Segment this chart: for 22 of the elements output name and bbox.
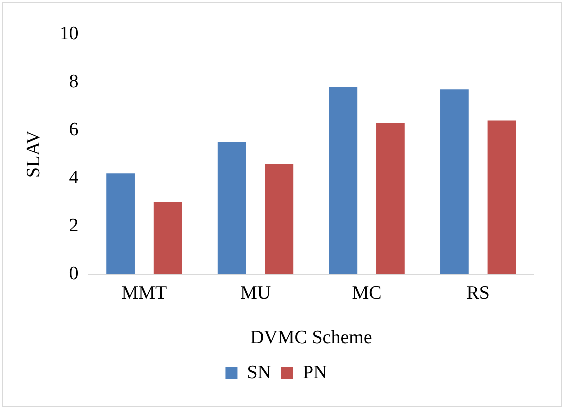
y-tick-label: 6	[69, 119, 79, 140]
bar	[376, 123, 405, 274]
bar	[440, 90, 469, 274]
bar	[488, 120, 516, 274]
y-tick-label: 2	[69, 215, 79, 236]
x-tick-label: MU	[240, 282, 272, 304]
y-tick-label: 10	[60, 23, 79, 44]
y-tick-label: 0	[69, 263, 79, 284]
bar	[218, 142, 246, 274]
legend-label: PN	[303, 362, 328, 384]
bar	[106, 174, 135, 274]
x-tick-label: RS	[466, 282, 490, 304]
bar	[329, 87, 358, 274]
x-tick-label: MC	[352, 282, 382, 304]
y-axis-title: SLAV	[23, 130, 44, 178]
y-tick-label: 8	[69, 71, 79, 92]
x-tick-label: MMT	[122, 282, 168, 304]
legend-label: SN	[247, 362, 272, 384]
bar	[265, 164, 294, 274]
bar	[154, 202, 182, 274]
x-axis-title: DVMC Scheme	[250, 328, 372, 349]
y-tick-label: 4	[69, 167, 80, 188]
